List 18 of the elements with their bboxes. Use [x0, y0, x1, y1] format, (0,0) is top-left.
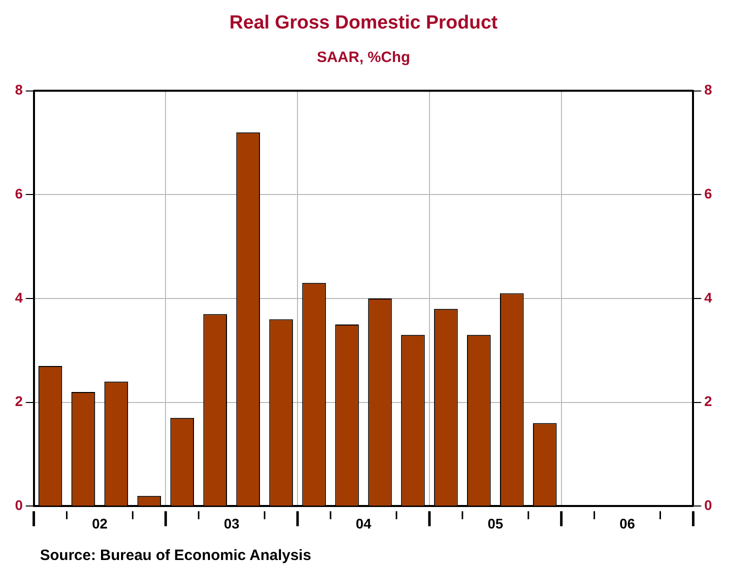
x-tick-label: 02 — [92, 515, 108, 532]
y-tick-label: 0 — [14, 497, 23, 514]
y-tick-label: 2 — [14, 393, 23, 410]
y-tick-label: 6 — [14, 186, 23, 202]
x-tick-label: 06 — [619, 515, 636, 532]
y2-tick-label: 0 — [704, 497, 712, 514]
y2-tick-label: 4 — [704, 289, 712, 306]
y2-tick-label: 6 — [704, 186, 712, 202]
x-tick-label: 04 — [356, 515, 372, 532]
y-tick-label: 8 — [14, 82, 23, 98]
source-note: Source: Bureau of Economic Analysis — [40, 547, 312, 564]
y2-tick-label: 2 — [704, 393, 712, 410]
chart-subtitle: SAAR, %Chg — [316, 48, 410, 66]
x-tick-label: 03 — [224, 515, 240, 532]
chart-title: Real Gross Domestic Product — [229, 12, 498, 34]
y2-tick-label: 8 — [704, 82, 712, 98]
y-tick-label: 4 — [14, 289, 23, 306]
x-tick-label: 05 — [488, 515, 504, 532]
